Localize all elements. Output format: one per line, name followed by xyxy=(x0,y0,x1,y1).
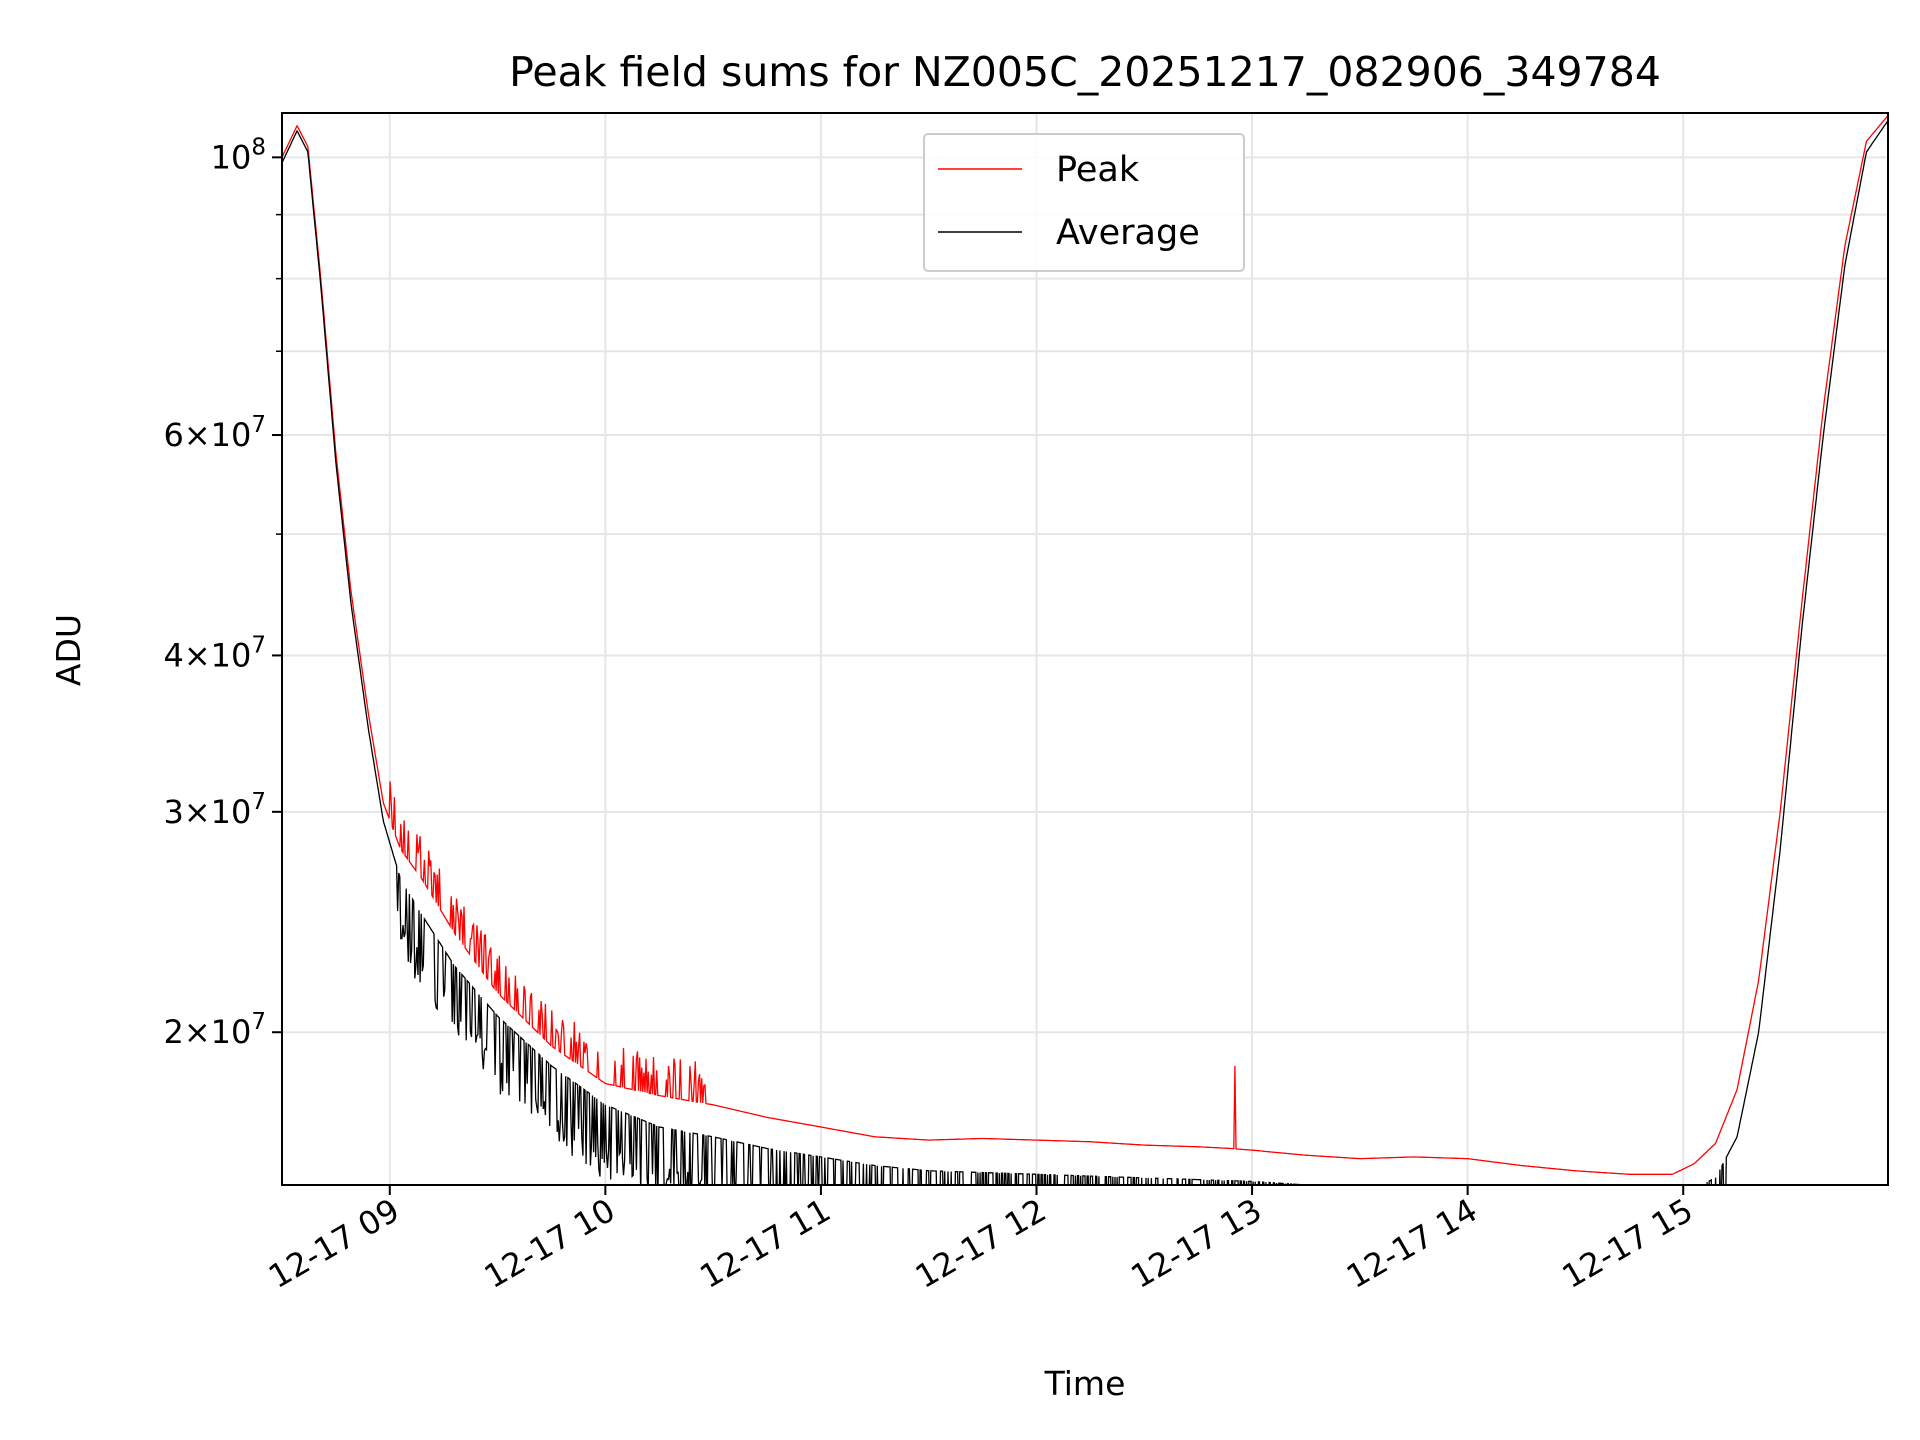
y-tick-label: 2×107 xyxy=(163,1009,266,1051)
x-tick-label: 12-17 13 xyxy=(1124,1191,1268,1296)
series-peak-line xyxy=(282,115,1888,1175)
grid xyxy=(282,113,1888,1185)
y-tick-label: 6×107 xyxy=(163,412,266,454)
y-axis-label: ADU xyxy=(49,614,88,686)
legend: Peak Average xyxy=(923,133,1245,272)
axes: 12-17 09 12-17 10 12-17 11 12-17 12 12-17 13… xyxy=(163,134,1699,1296)
chart-title: Peak field sums for NZ005C_20251217_0829… xyxy=(509,48,1661,96)
x-tick-label: 12-17 09 xyxy=(262,1191,406,1296)
y-tick-label: 4×107 xyxy=(163,632,266,674)
plot-frame xyxy=(281,112,1889,1186)
x-tick-label: 12-17 14 xyxy=(1340,1191,1484,1296)
x-tick-label: 12-17 15 xyxy=(1556,1191,1700,1296)
x-tick-label: 12-17 10 xyxy=(478,1191,622,1296)
legend-label-peak: Peak xyxy=(1056,150,1140,190)
y-tick-label: 3×107 xyxy=(163,789,266,831)
y-tick-label: 108 xyxy=(211,134,266,176)
x-tick-label: 12-17 12 xyxy=(909,1191,1053,1296)
x-tick-label: 12-17 11 xyxy=(693,1191,837,1296)
x-axis-label: Time xyxy=(1044,1364,1126,1403)
legend-label-average: Average xyxy=(1056,213,1200,253)
series-average-line xyxy=(282,120,1888,1185)
plot-series xyxy=(282,115,1888,1185)
